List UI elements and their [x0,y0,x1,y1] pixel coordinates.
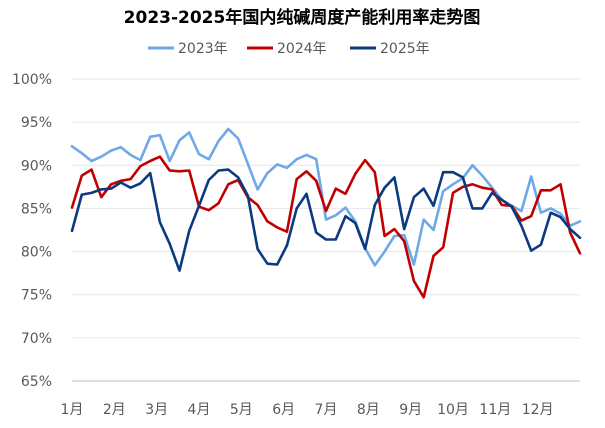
x-tick-label: 4月 [188,402,211,418]
x-tick-label: 11月 [479,402,511,418]
x-tick-label: 5月 [230,402,253,418]
x-tick-label: 7月 [315,402,338,418]
y-tick-label: 70% [21,331,52,347]
grid-lines [72,78,580,382]
y-tick-label: 65% [21,374,52,390]
x-tick-label: 1月 [61,402,84,418]
x-tick-label: 6月 [272,402,295,418]
x-axis-ticks: 1月 2月 3月 4月 5月 6月 7月 8月 9月 10月 11月 12月 [61,402,554,418]
y-tick-label: 85% [21,201,52,217]
y-tick-label: 95% [21,115,52,131]
legend-label: 2025年 [380,41,430,57]
y-tick-label: 90% [21,158,52,174]
x-tick-label: 2月 [103,402,126,418]
x-tick-label: 3月 [145,402,168,418]
series-line-2025年 [70,168,582,272]
x-tick-label: 8月 [357,402,380,418]
x-tick-label: 12月 [522,402,554,418]
legend-label: 2024年 [277,41,327,57]
y-tick-label: 75% [21,288,52,304]
legend-label: 2023年 [178,41,228,57]
x-tick-label: 9月 [399,402,422,418]
chart-title: 2023-2025年国内纯碱周度产能利用率走势图 [124,7,481,28]
x-tick-label: 10月 [437,402,469,418]
series-group [70,127,582,299]
series-line-2023年 [70,127,582,267]
legend: 2023年 2024年 2025年 [148,41,430,57]
series-line-2024年 [70,155,582,299]
y-tick-label: 100% [12,72,52,88]
y-axis-ticks: 65% 70% 75% 80% 85% 90% 95% 100% [12,72,52,390]
y-tick-label: 80% [21,245,52,261]
